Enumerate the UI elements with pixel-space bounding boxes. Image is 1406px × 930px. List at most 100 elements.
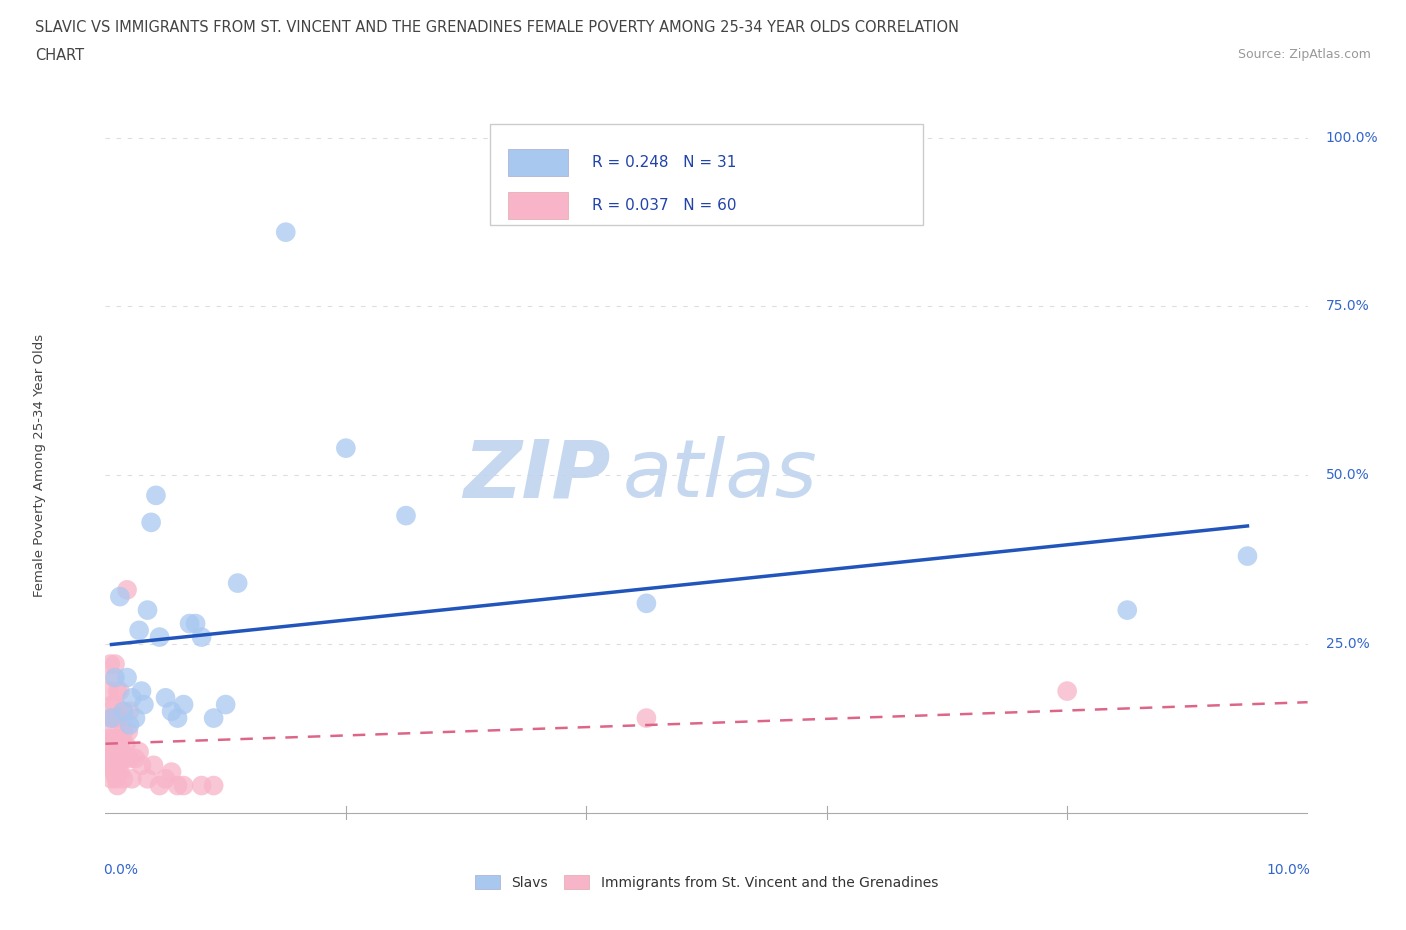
Point: [101, 737, 124, 752]
Point: [108, 764, 131, 779]
Point: [105, 771, 128, 786]
Point: [155, 771, 177, 786]
Point: [108, 684, 131, 698]
Point: [103, 671, 125, 685]
Point: [97, 724, 120, 739]
Point: [636, 596, 658, 611]
Point: [190, 778, 212, 793]
Point: [173, 698, 195, 712]
Point: [131, 758, 153, 773]
Point: [111, 704, 134, 719]
Point: [100, 771, 122, 786]
Point: [184, 617, 207, 631]
Point: [98, 751, 121, 766]
Point: [148, 778, 170, 793]
Point: [160, 764, 183, 779]
Point: [112, 724, 135, 739]
Point: [101, 758, 124, 773]
Text: 50.0%: 50.0%: [1326, 468, 1369, 482]
Bar: [508, 192, 568, 219]
Point: [104, 671, 127, 685]
Point: [166, 711, 188, 725]
Point: [124, 711, 146, 725]
Point: [114, 751, 136, 766]
Point: [190, 630, 212, 644]
Point: [103, 764, 125, 779]
Point: [395, 508, 418, 523]
Bar: [508, 149, 568, 176]
Point: [104, 698, 127, 712]
Point: [107, 751, 129, 766]
Point: [1236, 549, 1258, 564]
Point: [118, 751, 141, 766]
Point: [179, 617, 201, 631]
Text: Source: ZipAtlas.com: Source: ZipAtlas.com: [1237, 48, 1371, 61]
Point: [98, 731, 121, 746]
Point: [274, 225, 297, 240]
Point: [100, 751, 122, 766]
Point: [107, 711, 129, 725]
Point: [121, 690, 143, 705]
Point: [124, 751, 146, 766]
Point: [1116, 603, 1139, 618]
FancyBboxPatch shape: [491, 125, 922, 225]
Point: [117, 724, 139, 739]
Text: CHART: CHART: [35, 48, 84, 63]
Point: [105, 711, 128, 725]
Text: 100.0%: 100.0%: [1326, 131, 1378, 145]
Text: Female Poverty Among 25-34 Year Olds: Female Poverty Among 25-34 Year Olds: [32, 334, 46, 596]
Point: [118, 704, 141, 719]
Point: [148, 630, 170, 644]
Point: [132, 698, 155, 712]
Point: [214, 698, 236, 712]
Point: [139, 515, 162, 530]
Text: SLAVIC VS IMMIGRANTS FROM ST. VINCENT AND THE GRENADINES FEMALE POVERTY AMONG 25: SLAVIC VS IMMIGRANTS FROM ST. VINCENT AN…: [35, 20, 959, 35]
Point: [100, 711, 122, 725]
Point: [115, 671, 138, 685]
Point: [104, 758, 127, 773]
Point: [335, 441, 357, 456]
Point: [1056, 684, 1078, 698]
Point: [105, 744, 128, 759]
Point: [226, 576, 249, 591]
Text: 0.0%: 0.0%: [103, 863, 138, 877]
Point: [110, 731, 132, 746]
Point: [121, 771, 143, 786]
Text: R = 0.037   N = 60: R = 0.037 N = 60: [592, 198, 737, 213]
Point: [107, 744, 129, 759]
Point: [107, 731, 129, 746]
Point: [202, 711, 225, 725]
Point: [108, 737, 131, 752]
Point: [128, 744, 150, 759]
Point: [98, 657, 121, 671]
Point: [145, 488, 167, 503]
Point: [101, 698, 124, 712]
Point: [104, 657, 127, 671]
Text: 75.0%: 75.0%: [1326, 299, 1369, 313]
Point: [112, 704, 135, 719]
Point: [111, 744, 134, 759]
Point: [103, 744, 125, 759]
Point: [136, 603, 159, 618]
Point: [100, 711, 122, 725]
Text: R = 0.248   N = 31: R = 0.248 N = 31: [592, 155, 737, 170]
Point: [118, 717, 141, 732]
Point: [166, 778, 188, 793]
Legend: Slavs, Immigrants from St. Vincent and the Grenadines: Slavs, Immigrants from St. Vincent and t…: [468, 868, 945, 897]
Text: atlas: atlas: [623, 436, 817, 514]
Point: [108, 590, 131, 604]
Text: 25.0%: 25.0%: [1326, 637, 1369, 651]
Point: [110, 751, 132, 766]
Point: [142, 758, 165, 773]
Point: [136, 771, 159, 786]
Text: ZIP: ZIP: [463, 436, 610, 514]
Point: [104, 731, 127, 746]
Point: [115, 582, 138, 597]
Point: [636, 711, 658, 725]
Point: [173, 778, 195, 793]
Point: [112, 771, 135, 786]
Point: [128, 623, 150, 638]
Point: [115, 737, 138, 752]
Point: [98, 758, 121, 773]
Point: [107, 758, 129, 773]
